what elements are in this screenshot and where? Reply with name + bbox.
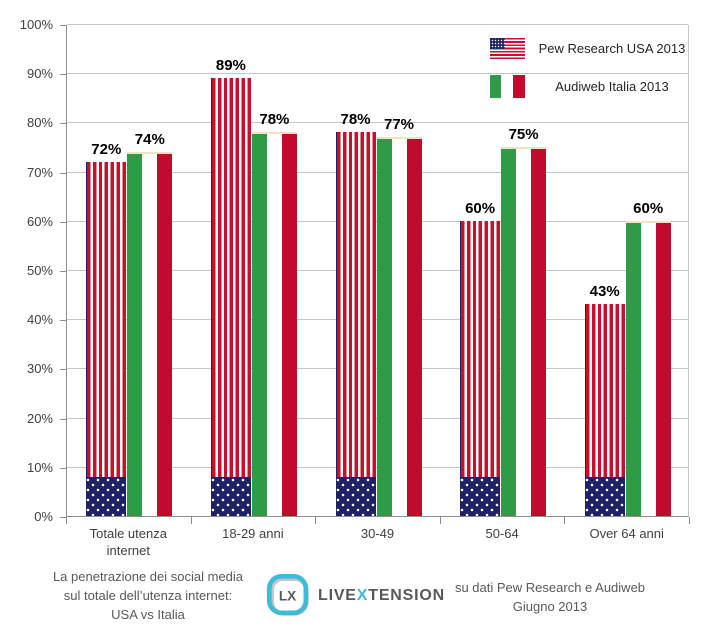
- y-tick-label: 0%: [34, 509, 53, 524]
- bar-value-label: 43%: [589, 283, 620, 301]
- lx-badge-icon: LX: [266, 573, 309, 616]
- livextension-logo: LX LIVEXTENSION: [266, 573, 445, 618]
- bar-value-label: 72%: [91, 140, 122, 158]
- y-tick-label: 70%: [26, 164, 53, 180]
- legend-item-audiweb-italia: Audiweb Italia 2013: [490, 75, 691, 98]
- y-tick-label: 60%: [26, 213, 53, 229]
- legend-label-italia: Audiweb Italia 2013: [555, 79, 669, 94]
- y-tick-label: 10%: [26, 459, 53, 475]
- y-axis-tick: [60, 517, 66, 518]
- brand-wordmark: LIVEXTENSION: [318, 587, 445, 605]
- bar-italy: [501, 147, 547, 516]
- bar-usa: [86, 161, 127, 516]
- source-note: su dati Pew Research e Audiweb Giugno 20…: [430, 578, 670, 616]
- x-category-label: Totale utenza internet: [89, 526, 167, 558]
- y-tick-label: 40%: [26, 312, 53, 328]
- x-axis-tick: [440, 517, 441, 524]
- brand-suffix: TENSION: [368, 586, 445, 604]
- y-tick-label: 20%: [26, 410, 53, 426]
- y-axis-tick: [60, 123, 66, 125]
- brand-accent-x: X: [356, 586, 369, 604]
- bar-italy: [251, 132, 297, 516]
- x-category-label: 18-29 anni: [222, 526, 284, 541]
- source-line-1: su dati Pew Research e Audiweb: [454, 580, 646, 595]
- bar-italy: [127, 151, 173, 516]
- bar-value-label: 74%: [134, 130, 165, 148]
- y-axis-tick: [60, 221, 66, 223]
- legend-label-usa: Pew Research USA 2013: [538, 41, 686, 56]
- gridline: [67, 24, 688, 25]
- x-axis-tick: [191, 517, 192, 524]
- x-axis-tick: [66, 517, 67, 524]
- plot-area: 72% 74% 89% 78% 78% 77% 60% 75% 43% 60%: [66, 24, 689, 517]
- y-tick-label: 80%: [26, 115, 53, 131]
- italy-flag-icon: [490, 75, 525, 98]
- x-axis-tick: [564, 517, 565, 524]
- y-axis-tick: [60, 320, 66, 322]
- x-category-label: 30-49: [360, 526, 395, 541]
- gridline: [67, 122, 688, 124]
- y-axis-tick: [60, 369, 66, 371]
- usa-stars-field: [584, 477, 625, 516]
- usa-stars-field: [86, 477, 127, 516]
- lx-badge-text: LX: [279, 589, 296, 604]
- gridline: [67, 73, 688, 75]
- caption-line-2: sul totale dell’utenza internet:: [63, 588, 233, 603]
- source-line-2: Giugno 2013: [512, 599, 588, 614]
- y-axis-tick: [60, 271, 66, 272]
- brand-prefix: LIVE: [318, 586, 357, 604]
- bar-value-label: 75%: [508, 126, 539, 143]
- bar-value-label: 60%: [465, 199, 496, 217]
- y-axis-tick: [60, 467, 66, 469]
- bar-value-label: 78%: [259, 111, 290, 129]
- y-axis-tick: [60, 25, 66, 26]
- bar-value-label: 60%: [633, 199, 664, 217]
- bar-value-label: 89%: [215, 57, 246, 75]
- y-tick-label: 50%: [26, 263, 53, 278]
- caption-line-1: La penetrazione dei social media: [52, 569, 244, 584]
- bar-usa: [210, 78, 251, 516]
- bar-usa: [460, 220, 501, 516]
- y-axis-tick: [60, 172, 66, 174]
- y-tick-label: 90%: [26, 66, 53, 82]
- usa-flag-canton: [490, 38, 505, 49]
- y-tick-label: 100%: [19, 17, 53, 32]
- bar-italy: [625, 220, 671, 516]
- x-axis-tick: [315, 517, 316, 524]
- usa-flag-icon: [490, 38, 525, 59]
- bar-italy: [376, 137, 422, 516]
- bar-value-label: 78%: [340, 111, 371, 129]
- x-category-label: 50-64: [485, 526, 519, 541]
- caption-line-3: USA vs Italia: [111, 607, 185, 622]
- bar-usa: [584, 304, 625, 516]
- chart-caption: La penetrazione dei social media sul tot…: [28, 567, 268, 624]
- bar-usa: [335, 132, 376, 516]
- bar-value-label: 77%: [383, 116, 415, 134]
- x-category-label: Over 64 anni: [589, 526, 664, 541]
- x-axis-tick: [689, 517, 690, 524]
- legend-item-pew-usa: Pew Research USA 2013: [490, 38, 691, 59]
- y-tick-label: 30%: [26, 361, 53, 377]
- y-axis-tick: [60, 74, 66, 76]
- usa-stars-field: [460, 477, 501, 516]
- y-axis-tick: [60, 418, 66, 420]
- usa-stars-field: [335, 477, 376, 516]
- usa-stars-field: [210, 477, 251, 516]
